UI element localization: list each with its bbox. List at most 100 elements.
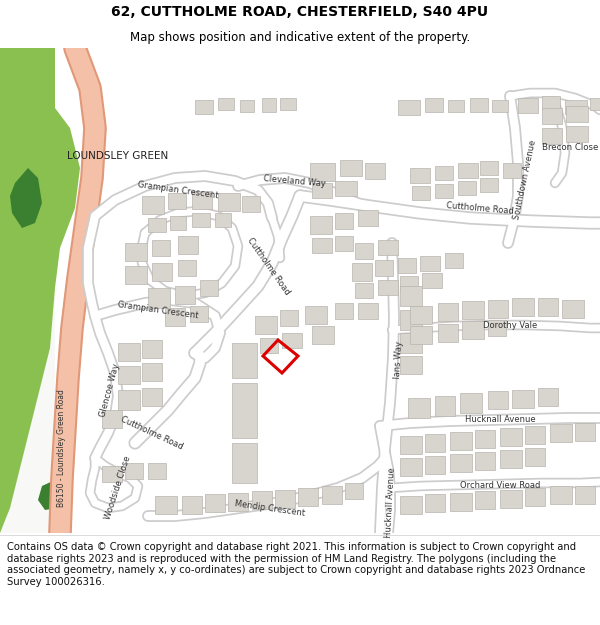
Polygon shape — [488, 391, 508, 409]
Polygon shape — [142, 363, 162, 381]
Text: B6150 - Loundsley Green Road: B6150 - Loundsley Green Road — [58, 389, 67, 507]
Polygon shape — [190, 306, 208, 322]
Polygon shape — [125, 243, 147, 261]
Text: Grampian Crescent: Grampian Crescent — [117, 300, 199, 320]
Polygon shape — [525, 426, 545, 444]
Polygon shape — [542, 96, 560, 110]
Polygon shape — [232, 383, 257, 438]
Polygon shape — [175, 286, 195, 304]
Text: LOUNDSLEY GREEN: LOUNDSLEY GREEN — [67, 151, 169, 161]
Text: Cuttholme Road: Cuttholme Road — [446, 201, 514, 216]
Polygon shape — [195, 100, 213, 114]
Polygon shape — [165, 308, 185, 326]
Polygon shape — [475, 452, 495, 470]
Text: Ians Way: Ians Way — [392, 341, 403, 379]
Polygon shape — [425, 456, 445, 474]
Text: Cleveland Way: Cleveland Way — [263, 174, 326, 188]
Polygon shape — [298, 488, 318, 506]
Polygon shape — [590, 98, 600, 110]
Polygon shape — [178, 260, 196, 276]
Polygon shape — [310, 163, 335, 181]
Polygon shape — [228, 493, 248, 511]
Polygon shape — [148, 288, 170, 308]
Polygon shape — [10, 168, 42, 228]
Polygon shape — [400, 458, 422, 476]
Polygon shape — [312, 183, 332, 198]
Text: Hucknall Avenue: Hucknall Avenue — [383, 468, 397, 539]
Polygon shape — [410, 326, 432, 344]
Polygon shape — [422, 273, 442, 288]
Polygon shape — [345, 483, 363, 499]
Polygon shape — [142, 340, 162, 358]
Polygon shape — [400, 436, 422, 454]
Polygon shape — [358, 210, 378, 226]
Polygon shape — [205, 494, 225, 512]
Polygon shape — [255, 316, 277, 334]
Polygon shape — [480, 178, 498, 192]
Polygon shape — [280, 310, 298, 326]
Polygon shape — [458, 181, 476, 195]
Polygon shape — [398, 100, 420, 115]
Polygon shape — [503, 163, 521, 178]
Polygon shape — [102, 466, 122, 482]
Polygon shape — [218, 193, 240, 211]
Polygon shape — [438, 303, 458, 321]
Polygon shape — [0, 48, 80, 533]
Polygon shape — [488, 300, 508, 318]
Polygon shape — [438, 324, 458, 342]
Polygon shape — [365, 163, 385, 179]
Polygon shape — [375, 260, 393, 276]
Polygon shape — [518, 98, 538, 113]
Polygon shape — [488, 320, 506, 336]
Polygon shape — [575, 486, 595, 504]
Polygon shape — [335, 213, 353, 229]
Polygon shape — [322, 486, 342, 504]
Polygon shape — [400, 356, 422, 374]
Polygon shape — [312, 326, 334, 344]
Polygon shape — [262, 98, 276, 112]
Polygon shape — [458, 163, 478, 178]
Polygon shape — [218, 98, 234, 110]
Text: Southdown Avenue: Southdown Avenue — [512, 139, 538, 221]
Text: Map shows position and indicative extent of the property.: Map shows position and indicative extent… — [130, 31, 470, 44]
Polygon shape — [410, 168, 430, 183]
Polygon shape — [118, 343, 140, 361]
Polygon shape — [125, 266, 147, 284]
Polygon shape — [575, 423, 595, 441]
Polygon shape — [260, 338, 278, 353]
Text: 62, CUTTHOLME ROAD, CHESTERFIELD, S40 4PU: 62, CUTTHOLME ROAD, CHESTERFIELD, S40 4P… — [112, 5, 488, 19]
Polygon shape — [378, 240, 398, 255]
Polygon shape — [215, 213, 231, 227]
Polygon shape — [240, 100, 254, 112]
Polygon shape — [565, 100, 587, 114]
Polygon shape — [500, 490, 522, 508]
Polygon shape — [542, 108, 562, 124]
Polygon shape — [460, 393, 482, 413]
Polygon shape — [500, 450, 522, 468]
Polygon shape — [492, 100, 508, 112]
Polygon shape — [310, 216, 332, 234]
Polygon shape — [102, 410, 122, 428]
Polygon shape — [400, 333, 422, 353]
Polygon shape — [335, 236, 353, 251]
Polygon shape — [470, 98, 488, 112]
Polygon shape — [425, 98, 443, 112]
Polygon shape — [352, 263, 372, 281]
Polygon shape — [232, 443, 257, 483]
Polygon shape — [525, 488, 545, 506]
Polygon shape — [450, 454, 472, 472]
Polygon shape — [400, 310, 422, 330]
Polygon shape — [425, 494, 445, 512]
Polygon shape — [435, 184, 453, 198]
Text: Brecon Close: Brecon Close — [542, 144, 598, 152]
Polygon shape — [252, 491, 272, 509]
Polygon shape — [400, 496, 422, 514]
Polygon shape — [182, 496, 202, 514]
Text: Dorothy Vale: Dorothy Vale — [483, 321, 537, 331]
Text: Woodside Close: Woodside Close — [103, 455, 133, 521]
Polygon shape — [192, 191, 212, 209]
Polygon shape — [335, 303, 353, 319]
Polygon shape — [538, 388, 558, 406]
Polygon shape — [358, 303, 378, 319]
Polygon shape — [170, 216, 186, 230]
